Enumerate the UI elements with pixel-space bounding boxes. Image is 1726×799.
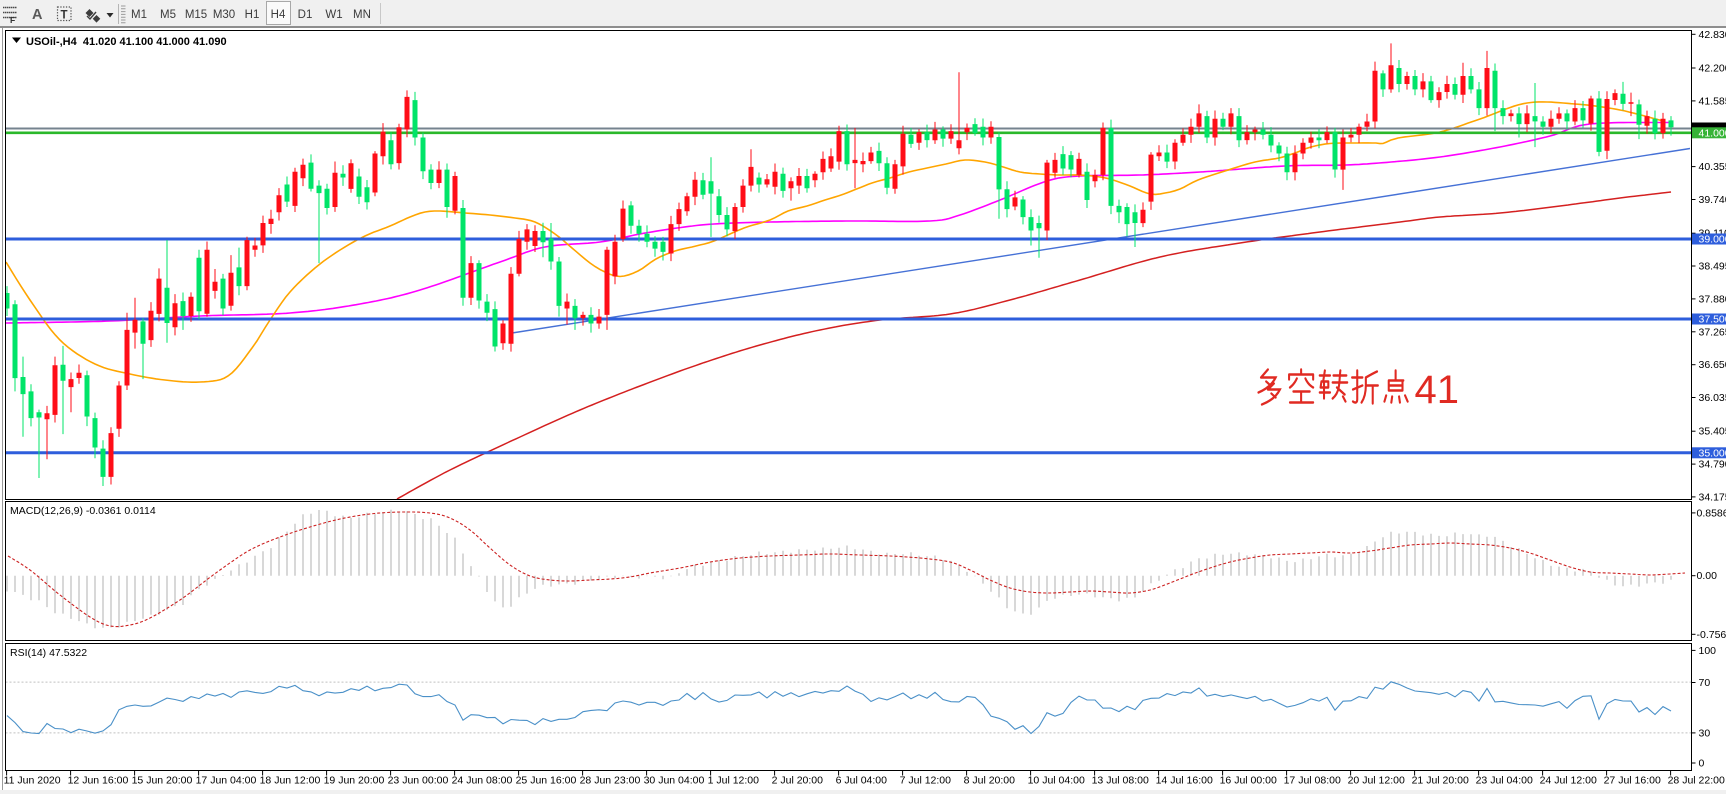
svg-text:0: 0: [1699, 758, 1705, 770]
svg-text:H4: H4: [271, 9, 286, 21]
svg-text:37.880: 37.880: [1699, 293, 1726, 305]
svg-text:D1: D1: [298, 9, 313, 21]
svg-text:28 Jun 23:00: 28 Jun 23:00: [580, 775, 641, 787]
svg-text:14 Jul 16:00: 14 Jul 16:00: [1156, 775, 1213, 787]
svg-text:42.200: 42.200: [1699, 63, 1726, 75]
svg-text:M15: M15: [185, 9, 207, 21]
svg-text:30 Jun 04:00: 30 Jun 04:00: [644, 775, 705, 787]
svg-text:35.000: 35.000: [1699, 447, 1726, 459]
svg-text:40.355: 40.355: [1699, 161, 1726, 173]
svg-text:20 Jul 12:00: 20 Jul 12:00: [1348, 775, 1405, 787]
svg-text:M1: M1: [131, 9, 147, 21]
svg-text:17 Jul 08:00: 17 Jul 08:00: [1284, 775, 1341, 787]
svg-text:23 Jun 00:00: 23 Jun 00:00: [388, 775, 449, 787]
svg-text:2 Jul 20:00: 2 Jul 20:00: [772, 775, 824, 787]
svg-text:38.495: 38.495: [1699, 261, 1726, 273]
svg-text:19 Jun 20:00: 19 Jun 20:00: [324, 775, 385, 787]
svg-text:39.740: 39.740: [1699, 194, 1726, 206]
svg-text:M30: M30: [213, 9, 235, 21]
svg-text:W1: W1: [325, 9, 342, 21]
svg-text:11 Jun 2020: 11 Jun 2020: [4, 775, 61, 787]
svg-text:37.500: 37.500: [1699, 314, 1726, 326]
svg-text:24 Jul 12:00: 24 Jul 12:00: [1540, 775, 1597, 787]
svg-text:28 Jul 22:00: 28 Jul 22:00: [1668, 775, 1725, 787]
svg-text:F: F: [10, 15, 15, 25]
svg-text:USOil-,H4 41.020 41.100 41.00: USOil-,H4 41.020 41.100 41.000 41.090: [26, 36, 227, 48]
svg-text:0.00: 0.00: [1697, 570, 1718, 582]
svg-text:30: 30: [1699, 727, 1711, 739]
svg-text:0.8586: 0.8586: [1697, 507, 1726, 519]
svg-text:25 Jun 16:00: 25 Jun 16:00: [516, 775, 577, 787]
svg-text:35.405: 35.405: [1699, 426, 1726, 438]
svg-text:RSI(14) 47.5322: RSI(14) 47.5322: [10, 647, 87, 659]
svg-text:T: T: [61, 10, 68, 22]
svg-text:M5: M5: [160, 9, 176, 21]
svg-text:24 Jun 08:00: 24 Jun 08:00: [452, 775, 513, 787]
svg-text:70: 70: [1699, 677, 1711, 689]
svg-text:6 Jul 04:00: 6 Jul 04:00: [836, 775, 888, 787]
svg-text:1 Jul 12:00: 1 Jul 12:00: [708, 775, 760, 787]
svg-text:18 Jun 12:00: 18 Jun 12:00: [260, 775, 321, 787]
svg-text:17 Jun 04:00: 17 Jun 04:00: [196, 775, 257, 787]
svg-text:37.265: 37.265: [1699, 326, 1726, 338]
svg-text:34.790: 34.790: [1699, 459, 1726, 471]
svg-text:8 Jul 20:00: 8 Jul 20:00: [964, 775, 1016, 787]
svg-text:16 Jul 00:00: 16 Jul 00:00: [1220, 775, 1277, 787]
svg-text:27 Jul 16:00: 27 Jul 16:00: [1604, 775, 1661, 787]
svg-text:41: 41: [1415, 368, 1460, 412]
svg-text:7 Jul 12:00: 7 Jul 12:00: [900, 775, 952, 787]
svg-text:41.000: 41.000: [1699, 127, 1726, 139]
svg-text:23 Jul 04:00: 23 Jul 04:00: [1476, 775, 1533, 787]
svg-text:13 Jul 08:00: 13 Jul 08:00: [1092, 775, 1149, 787]
svg-text:12 Jun 16:00: 12 Jun 16:00: [68, 775, 129, 787]
svg-text:MACD(12,26,9) -0.0361 0.0114: MACD(12,26,9) -0.0361 0.0114: [10, 505, 156, 517]
svg-text:34.175: 34.175: [1699, 491, 1726, 503]
svg-text:100: 100: [1699, 645, 1717, 657]
svg-text:36.650: 36.650: [1699, 359, 1726, 371]
svg-text:A: A: [32, 7, 43, 23]
svg-text:15 Jun 20:00: 15 Jun 20:00: [132, 775, 193, 787]
svg-text:41.585: 41.585: [1699, 95, 1726, 107]
svg-text:39.000: 39.000: [1699, 234, 1726, 246]
svg-text:H1: H1: [245, 9, 260, 21]
svg-text:21 Jul 20:00: 21 Jul 20:00: [1412, 775, 1469, 787]
svg-text:MN: MN: [353, 9, 371, 21]
svg-text:36.035: 36.035: [1699, 392, 1726, 404]
svg-text:-0.7562: -0.7562: [1697, 629, 1726, 641]
svg-text:10 Jul 04:00: 10 Jul 04:00: [1028, 775, 1085, 787]
svg-text:42.830: 42.830: [1699, 29, 1726, 41]
